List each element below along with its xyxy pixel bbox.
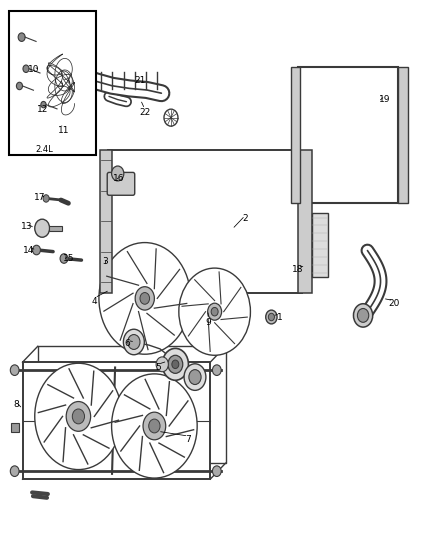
Text: 15: 15 bbox=[63, 254, 74, 263]
Circle shape bbox=[79, 72, 90, 86]
Text: 2.4L: 2.4L bbox=[35, 145, 53, 154]
Circle shape bbox=[135, 287, 154, 310]
FancyBboxPatch shape bbox=[291, 67, 300, 203]
FancyBboxPatch shape bbox=[311, 213, 328, 277]
Circle shape bbox=[212, 466, 221, 477]
Circle shape bbox=[124, 329, 145, 355]
Circle shape bbox=[75, 67, 94, 91]
Circle shape bbox=[212, 365, 221, 375]
Circle shape bbox=[18, 33, 25, 42]
Circle shape bbox=[41, 101, 46, 108]
Text: 21: 21 bbox=[135, 76, 146, 85]
Text: 19: 19 bbox=[379, 94, 391, 103]
Circle shape bbox=[268, 313, 275, 321]
Circle shape bbox=[23, 65, 29, 72]
Circle shape bbox=[35, 364, 122, 470]
Circle shape bbox=[189, 369, 201, 384]
Circle shape bbox=[172, 360, 179, 368]
Circle shape bbox=[43, 195, 49, 202]
Text: 12: 12 bbox=[36, 105, 48, 114]
Circle shape bbox=[35, 219, 49, 237]
Circle shape bbox=[168, 356, 183, 373]
Circle shape bbox=[208, 303, 222, 320]
Text: 3: 3 bbox=[102, 257, 108, 265]
Circle shape bbox=[66, 401, 91, 431]
Circle shape bbox=[128, 335, 140, 350]
Text: 10: 10 bbox=[28, 66, 39, 74]
Circle shape bbox=[112, 374, 197, 478]
Circle shape bbox=[32, 245, 40, 255]
Circle shape bbox=[140, 293, 150, 304]
Text: 8: 8 bbox=[13, 400, 19, 409]
Circle shape bbox=[266, 310, 277, 324]
Text: 14: 14 bbox=[23, 246, 35, 255]
Text: 18: 18 bbox=[292, 265, 304, 273]
FancyBboxPatch shape bbox=[100, 150, 112, 293]
Text: 4: 4 bbox=[92, 296, 97, 305]
Circle shape bbox=[184, 364, 206, 390]
FancyBboxPatch shape bbox=[297, 67, 398, 203]
Circle shape bbox=[149, 419, 160, 433]
FancyBboxPatch shape bbox=[398, 67, 408, 203]
Circle shape bbox=[60, 254, 68, 263]
Circle shape bbox=[11, 466, 19, 477]
Circle shape bbox=[99, 243, 191, 354]
Circle shape bbox=[72, 409, 85, 424]
Circle shape bbox=[179, 268, 251, 356]
Circle shape bbox=[143, 412, 166, 440]
Text: 16: 16 bbox=[113, 174, 124, 183]
FancyBboxPatch shape bbox=[107, 172, 135, 195]
Text: 2: 2 bbox=[242, 214, 248, 223]
FancyBboxPatch shape bbox=[108, 150, 302, 293]
Text: 6: 6 bbox=[124, 339, 130, 348]
FancyBboxPatch shape bbox=[11, 423, 18, 432]
Circle shape bbox=[156, 357, 168, 372]
Circle shape bbox=[211, 308, 218, 316]
Circle shape bbox=[112, 166, 124, 181]
Text: 20: 20 bbox=[388, 299, 399, 308]
FancyBboxPatch shape bbox=[9, 11, 96, 155]
Text: 5: 5 bbox=[155, 363, 161, 372]
Text: 1: 1 bbox=[277, 312, 283, 321]
Text: 11: 11 bbox=[58, 126, 70, 135]
Circle shape bbox=[353, 304, 373, 327]
Circle shape bbox=[162, 349, 188, 380]
FancyBboxPatch shape bbox=[22, 362, 210, 479]
Circle shape bbox=[357, 309, 369, 322]
Circle shape bbox=[164, 109, 178, 126]
Circle shape bbox=[16, 82, 22, 90]
Text: 13: 13 bbox=[21, 222, 33, 231]
Circle shape bbox=[11, 365, 19, 375]
Text: 7: 7 bbox=[186, 435, 191, 444]
FancyBboxPatch shape bbox=[49, 225, 62, 231]
Text: 9: 9 bbox=[205, 318, 211, 327]
Text: 22: 22 bbox=[139, 108, 150, 117]
Text: 17: 17 bbox=[34, 193, 46, 202]
FancyBboxPatch shape bbox=[297, 150, 311, 293]
